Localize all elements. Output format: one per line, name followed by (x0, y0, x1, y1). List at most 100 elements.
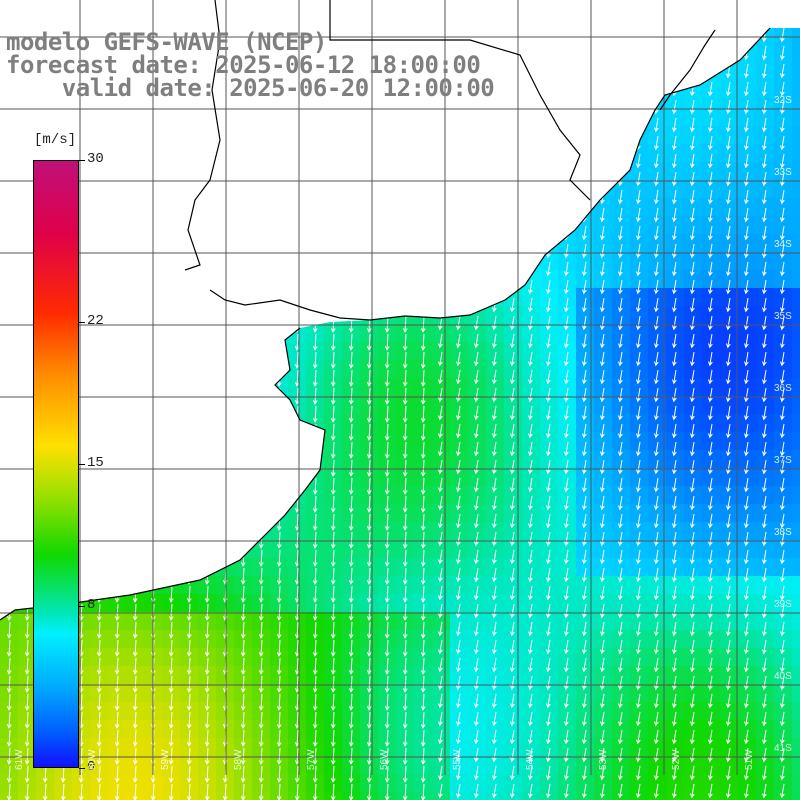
wind-arrow (726, 729, 731, 745)
wind-arrow (690, 639, 695, 655)
wind-arrow (186, 585, 192, 603)
wind-arrow (132, 531, 138, 549)
wind-arrow (420, 567, 426, 585)
wind-arrow (708, 603, 713, 619)
wind-arrow (420, 351, 426, 369)
wind-arrow (384, 477, 390, 495)
wind-arrow (546, 333, 551, 349)
wind-arrow (456, 657, 461, 673)
wind-arrow (636, 711, 641, 727)
wind-arrow (6, 657, 12, 675)
wind-arrow (114, 621, 120, 639)
wind-arrow (186, 297, 192, 315)
wind-arrow (762, 441, 767, 457)
wind-arrow (258, 567, 264, 585)
colorbar-tick-label: 0 (87, 759, 96, 775)
wind-arrow (240, 621, 246, 639)
wind-arrow (564, 639, 569, 655)
wind-arrow (708, 171, 713, 187)
wind-arrow (636, 747, 641, 763)
wind-arrow (276, 351, 282, 369)
wind-arrow (690, 207, 695, 223)
wind-arrow (312, 675, 318, 693)
wind-arrow (96, 657, 102, 675)
wind-arrow (690, 783, 695, 799)
wind-arrow (654, 639, 659, 655)
wind-arrow (24, 585, 30, 603)
wind-arrow (546, 675, 551, 691)
wind-arrow (690, 261, 695, 277)
wind-arrow (744, 279, 749, 295)
wind-arrow (438, 675, 443, 691)
wind-arrow (438, 765, 443, 781)
wind-arrow (546, 495, 551, 511)
wind-arrow (762, 549, 767, 565)
wind-arrow (204, 657, 210, 675)
wind-arrow (528, 387, 533, 403)
wind-arrow (744, 81, 749, 97)
wind-arrow (366, 459, 372, 477)
wind-arrow (690, 117, 695, 133)
wind-arrow (348, 729, 354, 747)
wind-arrow (474, 639, 479, 655)
wind-arrow (528, 693, 533, 709)
wind-arrow (240, 351, 246, 369)
wind-arrow (510, 459, 515, 475)
wind-arrow (366, 639, 372, 657)
wind-arrow (348, 441, 354, 459)
wind-arrow (24, 729, 30, 747)
wind-arrow (726, 459, 731, 475)
wind-arrow (546, 351, 551, 367)
wind-arrow (636, 315, 641, 331)
wind-arrow (276, 621, 282, 639)
wind-arrow (402, 477, 408, 495)
wind-arrow (204, 351, 210, 369)
wind-arrow (762, 711, 767, 727)
wind-arrow (348, 765, 354, 783)
wind-arrow (528, 783, 533, 799)
wind-arrow (96, 711, 102, 729)
wind-arrow (474, 765, 479, 781)
wind-arrow (420, 711, 426, 729)
wind-arrow (96, 423, 102, 441)
wind-arrow (744, 675, 749, 691)
wind-arrow (690, 315, 695, 331)
wind-arrow (528, 297, 533, 313)
wind-arrow (384, 441, 390, 459)
wind-arrow (330, 459, 336, 477)
wind-arrow (6, 765, 12, 783)
wind-arrow (672, 513, 677, 529)
wind-arrow (762, 405, 767, 421)
wind-arrow (726, 549, 731, 565)
wind-arrow (744, 405, 749, 421)
wind-arrow (204, 711, 210, 729)
wind-arrow (384, 423, 390, 441)
wind-arrow (762, 135, 767, 151)
wind-arrow (168, 369, 174, 387)
wind-arrow (402, 585, 408, 603)
wind-arrow (402, 495, 408, 513)
wind-arrow (384, 603, 390, 621)
wind-arrow (168, 387, 174, 405)
wind-arrow (186, 387, 192, 405)
wind-arrow (636, 765, 641, 781)
wind-arrow (636, 783, 641, 799)
wind-arrow (600, 549, 605, 565)
wind-arrow (528, 549, 533, 565)
wind-arrow (582, 657, 587, 673)
wind-arrow (582, 477, 587, 493)
wind-arrow (510, 495, 515, 511)
wind-arrow (6, 711, 12, 729)
wind-arrow (168, 459, 174, 477)
wind-arrow (186, 279, 192, 297)
wind-arrow (672, 459, 677, 475)
wind-arrow (366, 531, 372, 549)
longitude-label: 54W (525, 749, 536, 770)
wind-arrow (258, 585, 264, 603)
wind-arrow (348, 405, 354, 423)
wind-arrow (276, 603, 282, 621)
latitude-label: 36S (774, 383, 792, 394)
wind-arrow (474, 729, 479, 745)
wind-arrow (708, 261, 713, 277)
wind-arrow (402, 333, 408, 351)
